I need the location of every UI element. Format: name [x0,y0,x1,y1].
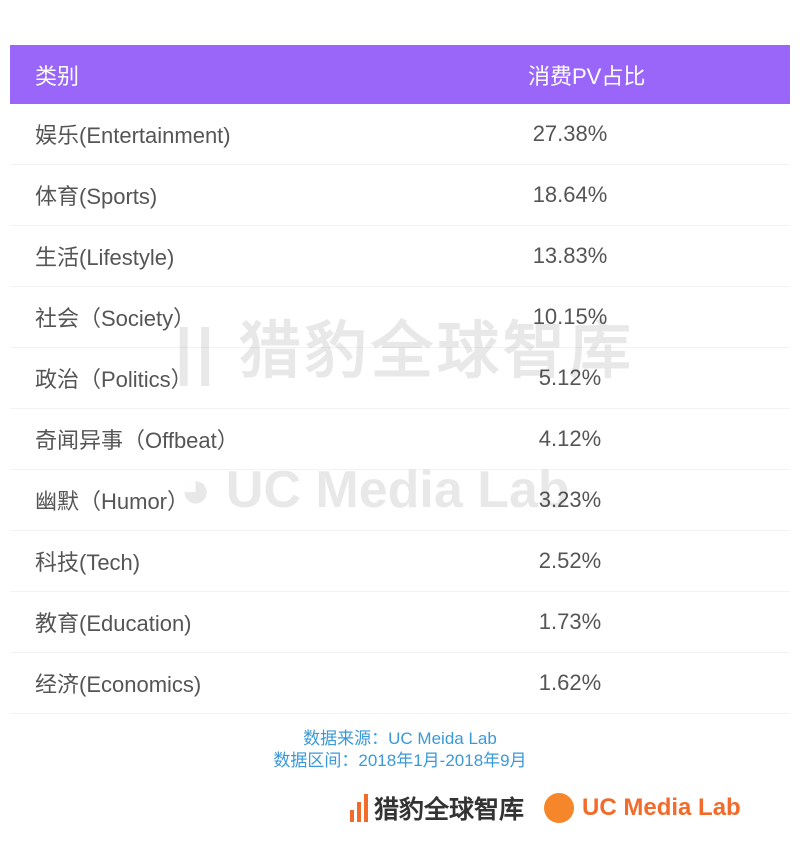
category-cell: 体育(Sports) [35,184,158,209]
category-cell: 娱乐(Entertainment) [35,123,231,148]
category-cell: 奇闻异事（Offbeat） [35,428,239,453]
category-cell: 政治（Politics） [35,367,193,392]
category-cell: 生活(Lifestyle) [35,245,175,270]
table-row: 科技(Tech) 2.52% [10,531,790,592]
category-cell: 经济(Economics) [35,672,202,697]
table-header: 类别 消费PV占比 [10,45,790,104]
pv-share-table: 类别 消费PV占比 娱乐(Entertainment) 27.38% 体育(Spor… [10,45,790,714]
table-row: 教育(Education) 1.73% [10,592,790,653]
category-cell: 教育(Education) [35,611,192,636]
table-row: 经济(Economics) 1.62% [10,653,790,714]
share-cell: 3.23% [538,487,602,512]
uc-logo-text: UC Media Lab [582,794,741,821]
table-row: 生活(Lifestyle) 13.83% [10,226,790,287]
table-row: 幽默（Humor） 3.23% [10,470,790,531]
table-row: 体育(Sports) 18.64% [10,165,790,226]
share-cell: 10.15% [532,304,608,329]
share-cell: 4.12% [538,426,602,451]
share-cell: 5.12% [538,365,602,390]
uc-logo: UC Media Lab [544,793,741,823]
bars-icon [350,794,368,822]
source-text: 数据来源：UC Meida Lab [303,729,497,748]
table-row: 娱乐(Entertainment) 27.38% [10,104,790,165]
header-share: 消费PV占比 [528,63,646,89]
header-category: 类别 [35,63,80,89]
table-row: 奇闻异事（Offbeat） 4.12% [10,409,790,470]
table-row: 政治（Politics） 5.12% [10,348,790,409]
footer-logos: 猎豹全球智库 UC Media Lab [350,790,741,826]
table-row: 社会（Society） 10.15% [10,287,790,348]
cheetah-logo-text: 猎豹全球智库 [374,796,525,824]
share-cell: 2.52% [538,548,602,573]
share-cell: 1.62% [538,670,602,695]
category-cell: 科技(Tech) [35,550,141,575]
data-source-note: 数据来源：UC Meida Lab 数据区间：2018年1月-2018年9月 [0,728,800,772]
squirrel-icon [544,793,575,823]
category-cell: 幽默（Humor） [35,489,190,514]
category-cell: 社会（Society） [35,306,196,331]
period-text: 数据区间：2018年1月-2018年9月 [273,751,527,770]
share-cell: 1.73% [538,609,602,634]
cheetah-logo: 猎豹全球智库 [350,790,524,826]
share-cell: 27.38% [532,121,608,146]
share-cell: 18.64% [532,182,608,207]
share-cell: 13.83% [532,243,608,268]
